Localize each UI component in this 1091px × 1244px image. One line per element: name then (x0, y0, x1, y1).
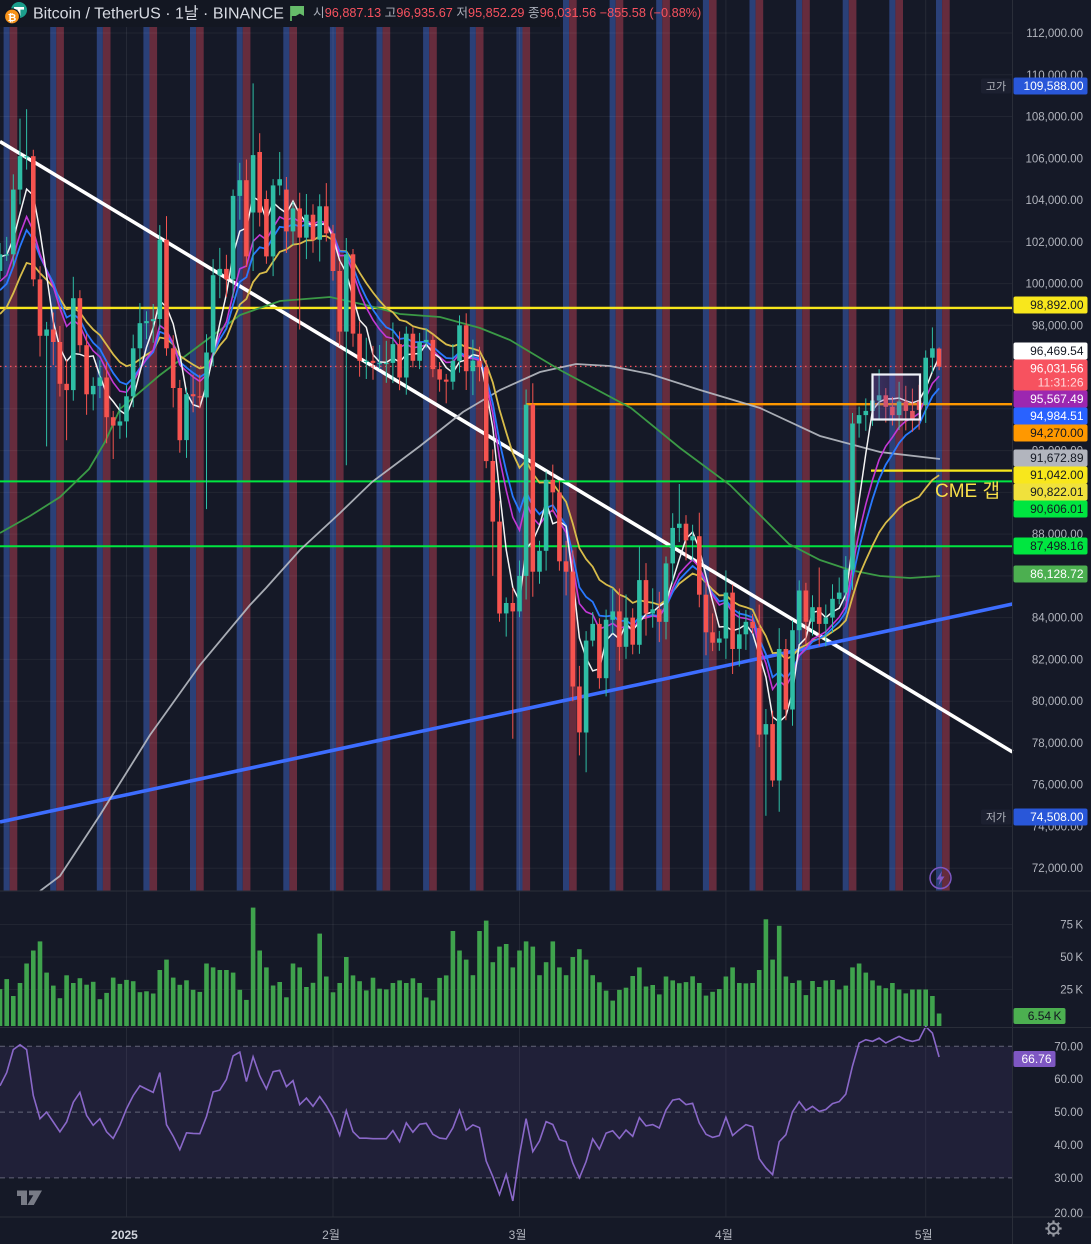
svg-text:30.00: 30.00 (1054, 1173, 1083, 1185)
svg-text:94,270.00: 94,270.00 (1030, 426, 1084, 440)
svg-text:5월: 5월 (915, 1228, 933, 1242)
svg-text:Bitcoin / TetherUS · 1날 · BINA: Bitcoin / TetherUS · 1날 · BINANCE (33, 5, 284, 23)
svg-text:11:31:26: 11:31:26 (1038, 376, 1084, 390)
svg-text:84,000.00: 84,000.00 (1032, 613, 1083, 625)
svg-text:66.76: 66.76 (1021, 1052, 1051, 1066)
svg-text:95,567.49: 95,567.49 (1030, 392, 1084, 406)
svg-text:80,000.00: 80,000.00 (1032, 696, 1083, 708)
svg-text:86,128.72: 86,128.72 (1030, 567, 1084, 581)
svg-text:98,000.00: 98,000.00 (1032, 320, 1083, 332)
svg-text:100,000.00: 100,000.00 (1025, 279, 1083, 291)
svg-text:96,031.56: 96,031.56 (1030, 362, 1084, 376)
svg-text:72,000.00: 72,000.00 (1032, 863, 1083, 875)
svg-text:87,498.16: 87,498.16 (1030, 539, 1084, 553)
svg-text:104,000.00: 104,000.00 (1025, 195, 1083, 207)
svg-text:CME 갭: CME 갭 (935, 480, 1000, 502)
svg-text:70.00: 70.00 (1054, 1041, 1083, 1053)
svg-text:고가: 고가 (986, 80, 1006, 93)
svg-text:60.00: 60.00 (1054, 1074, 1083, 1086)
svg-text:50.00: 50.00 (1054, 1107, 1083, 1119)
svg-text:96,469.54: 96,469.54 (1030, 344, 1084, 358)
svg-text:76,000.00: 76,000.00 (1032, 780, 1083, 792)
svg-text:75 K: 75 K (1060, 920, 1083, 932)
svg-text:50 K: 50 K (1060, 952, 1083, 964)
svg-text:98,892.00: 98,892.00 (1030, 298, 1084, 312)
svg-text:4월: 4월 (715, 1228, 733, 1242)
svg-text:3월: 3월 (509, 1228, 527, 1242)
svg-text:25 K: 25 K (1060, 985, 1083, 997)
svg-text:6.54 K: 6.54 K (1028, 1009, 1062, 1023)
svg-text:82,000.00: 82,000.00 (1032, 654, 1083, 666)
svg-text:90,822.01: 90,822.01 (1030, 485, 1084, 499)
svg-text:2025: 2025 (111, 1228, 138, 1242)
svg-text:94,984.51: 94,984.51 (1030, 409, 1084, 423)
svg-text:74,508.00: 74,508.00 (1030, 810, 1084, 824)
svg-text:2월: 2월 (322, 1228, 340, 1242)
svg-text:91,672.89: 91,672.89 (1030, 451, 1084, 465)
svg-text:저가: 저가 (986, 811, 1006, 824)
svg-text:90,606.01: 90,606.01 (1030, 502, 1084, 516)
svg-text:102,000.00: 102,000.00 (1025, 237, 1083, 249)
svg-text:40.00: 40.00 (1054, 1140, 1083, 1152)
svg-text:109,588.00: 109,588.00 (1023, 79, 1083, 93)
svg-text:106,000.00: 106,000.00 (1025, 153, 1083, 165)
svg-text:₿: ₿ (8, 12, 17, 24)
svg-text:20.00: 20.00 (1054, 1208, 1083, 1220)
svg-text:112,000.00: 112,000.00 (1026, 28, 1083, 40)
svg-text:108,000.00: 108,000.00 (1025, 112, 1083, 124)
svg-text:91,042.00: 91,042.00 (1030, 468, 1084, 482)
svg-text:시96,887.13 고96,935.67 저95,852.: 시96,887.13 고96,935.67 저95,852.29 종96,031… (313, 6, 701, 20)
svg-text:78,000.00: 78,000.00 (1032, 738, 1083, 750)
